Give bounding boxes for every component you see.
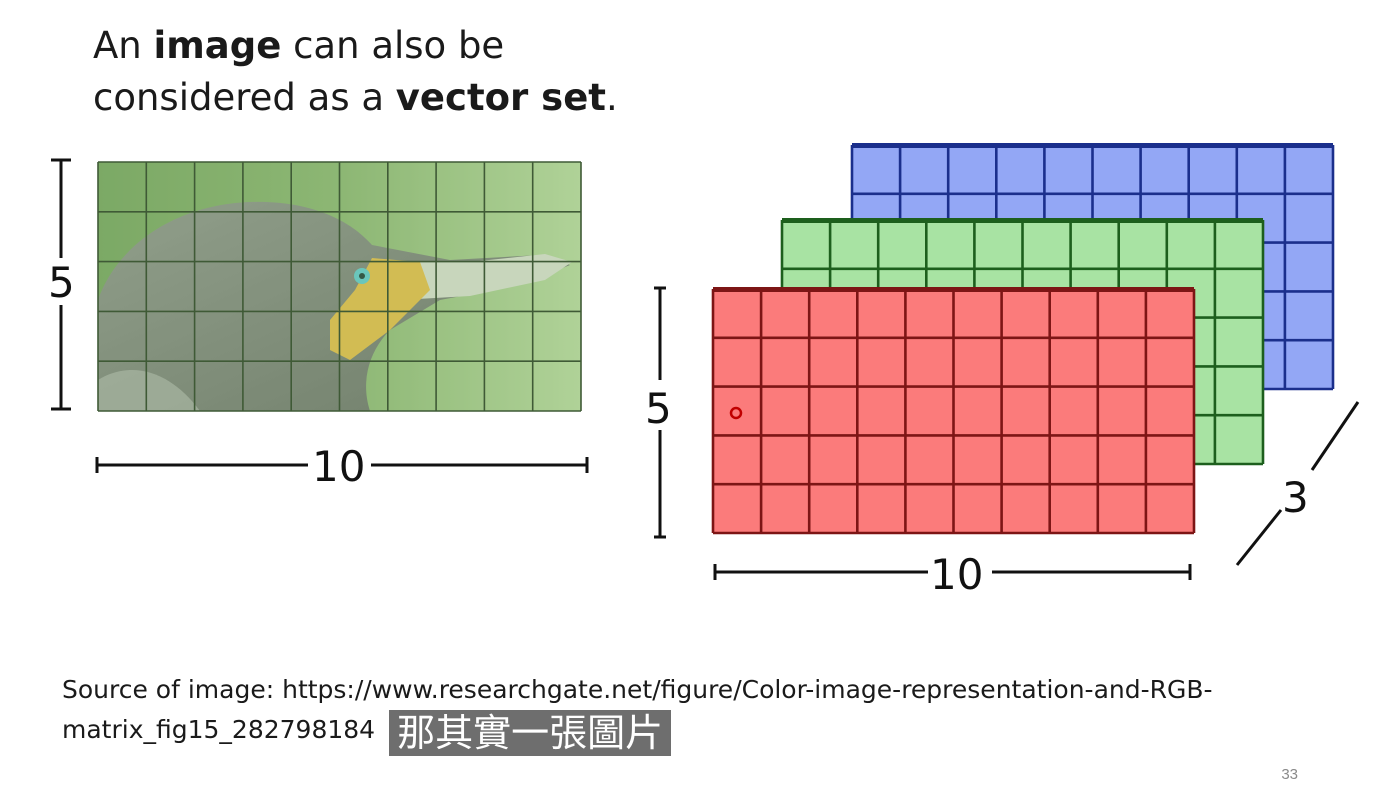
source-text: Source of image: https://www.researchgat… bbox=[62, 675, 1213, 744]
right-height-label: 5 bbox=[645, 384, 672, 433]
title-text-3: considered as a bbox=[93, 76, 396, 119]
title-text-4: . bbox=[605, 76, 618, 119]
page-number: 33 bbox=[1281, 766, 1298, 783]
right-width-dimension bbox=[713, 564, 1192, 580]
layer-top-edge bbox=[713, 287, 1194, 292]
left-width-dimension bbox=[95, 457, 589, 473]
right-height-dimension bbox=[654, 286, 666, 539]
slide-title: An image can also be considered as a vec… bbox=[93, 20, 618, 124]
title-text-2: can also be bbox=[281, 24, 505, 67]
title-text-1: An bbox=[93, 24, 154, 67]
subtitle-overlay: 那其實一張圖片 bbox=[389, 710, 672, 756]
title-bold-image: image bbox=[153, 24, 282, 67]
left-height-dimension bbox=[51, 158, 71, 411]
depth-dimension bbox=[1235, 401, 1360, 566]
title-bold-vector-set: vector set bbox=[395, 76, 606, 119]
depth-label: 3 bbox=[1282, 473, 1309, 522]
right-width-label: 10 bbox=[930, 550, 983, 599]
channel-layer-red bbox=[711, 287, 1196, 535]
pixel-marker bbox=[729, 406, 743, 420]
source-caption: Source of image: https://www.researchgat… bbox=[62, 670, 1362, 756]
left-width-label: 10 bbox=[312, 442, 365, 491]
left-height-label: 5 bbox=[48, 258, 75, 307]
layer-top-edge bbox=[852, 143, 1333, 148]
photo-grid bbox=[97, 161, 582, 412]
layer-top-edge bbox=[782, 218, 1263, 223]
